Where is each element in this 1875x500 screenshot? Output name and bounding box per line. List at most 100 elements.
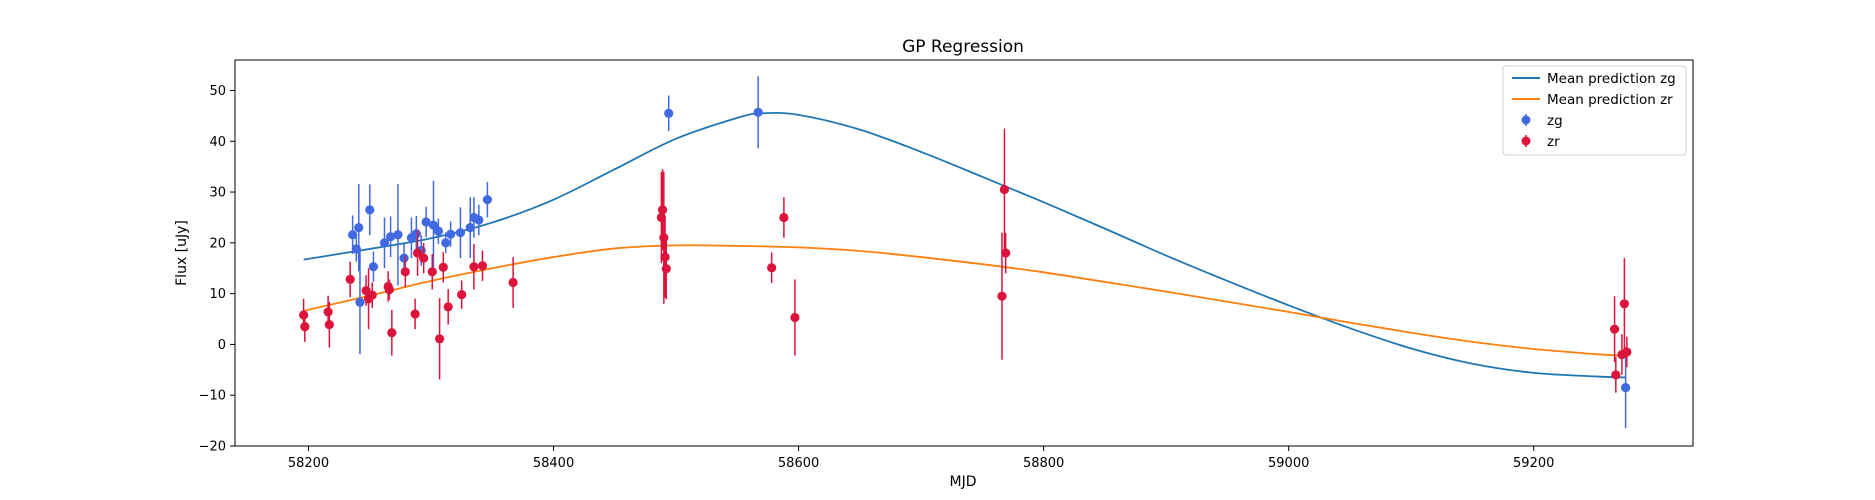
point-marker <box>443 302 453 312</box>
x-tick-label: 58200 <box>288 456 329 471</box>
x-tick-label: 58400 <box>533 456 574 471</box>
mean-prediction-line-zr <box>303 244 1626 358</box>
data-point-zg <box>354 183 364 272</box>
data-point-zr <box>779 197 789 238</box>
data-point-zg <box>1621 346 1631 429</box>
point-marker <box>427 267 437 277</box>
y-tick-label: 40 <box>209 135 226 150</box>
data-point-zr <box>469 243 479 290</box>
x-tick-label: 58800 <box>1023 456 1064 471</box>
data-point-zr <box>367 282 377 308</box>
data-point-zg <box>664 95 674 132</box>
point-marker <box>421 217 431 227</box>
point-marker <box>345 274 355 285</box>
data-point-zr <box>419 242 429 274</box>
data-point-zr <box>457 280 467 309</box>
data-point-zr <box>660 216 670 298</box>
point-marker <box>1001 248 1011 258</box>
point-marker <box>657 205 668 215</box>
plot-frame <box>234 59 1694 447</box>
point-marker <box>753 107 763 117</box>
data-point-zr <box>435 298 445 380</box>
y-tick-label: 10 <box>209 287 226 302</box>
point-marker <box>323 307 333 317</box>
data-point-zr <box>1609 296 1620 363</box>
point-marker <box>1619 299 1629 309</box>
point-marker <box>348 230 358 240</box>
data-points <box>299 76 1632 429</box>
point-marker <box>767 263 777 273</box>
data-point-zr <box>790 279 800 356</box>
point-marker <box>1622 347 1632 357</box>
point-marker <box>365 205 375 215</box>
point-marker <box>660 252 670 262</box>
point-marker <box>779 212 789 223</box>
data-point-zg <box>441 232 451 253</box>
point-marker <box>469 262 479 272</box>
legend-box <box>1502 65 1687 156</box>
y-tick-label: −10 <box>199 389 226 404</box>
data-point-zg <box>411 215 421 252</box>
legend-label-zr-points: zr <box>1547 134 1560 150</box>
data-point-zr <box>508 257 518 308</box>
data-point-zg <box>428 180 439 270</box>
point-marker <box>399 253 409 263</box>
legend-label-zg-line: Mean prediction zg <box>1547 71 1676 87</box>
y-axis-ticks: −20 −10 0 10 20 30 40 50 <box>199 84 235 455</box>
point-marker <box>400 267 410 277</box>
data-point-zg <box>482 181 492 218</box>
point-marker <box>433 226 443 236</box>
point-marker <box>386 232 396 242</box>
point-marker <box>300 322 310 332</box>
data-point-zr <box>1611 357 1621 393</box>
y-tick-label: 0 <box>218 338 226 353</box>
x-axis-ticks: 58200 58400 58600 58800 59000 59200 <box>288 446 1554 471</box>
data-point-zg <box>365 184 375 236</box>
data-point-zg <box>393 183 403 286</box>
point-marker <box>435 334 445 344</box>
point-marker <box>508 277 518 288</box>
point-marker <box>457 290 467 300</box>
x-axis-label: MJD <box>950 474 977 490</box>
point-marker <box>790 312 800 323</box>
point-marker <box>1611 370 1621 380</box>
data-point-zr <box>767 252 777 283</box>
y-tick-label: 50 <box>209 84 226 99</box>
point-marker <box>465 223 475 233</box>
data-point-zr <box>427 254 437 290</box>
point-marker <box>379 238 390 248</box>
data-point-zg <box>753 76 763 149</box>
point-marker <box>410 309 420 319</box>
point-marker <box>446 229 456 239</box>
data-point-zr <box>1622 336 1632 368</box>
data-point-zg <box>386 216 396 258</box>
point-marker <box>659 233 669 243</box>
x-tick-label: 59000 <box>1268 456 1309 471</box>
legend-label-zg-points: zg <box>1547 113 1563 129</box>
point-marker <box>661 264 671 274</box>
legend-swatch-zr-points <box>1521 136 1531 146</box>
point-marker <box>428 220 439 230</box>
data-point-zg <box>465 197 475 259</box>
point-marker <box>367 290 377 300</box>
mean-prediction-line-zg <box>303 111 1626 379</box>
data-point-zg <box>455 207 466 259</box>
data-point-zr <box>477 250 488 281</box>
y-tick-label: 20 <box>209 236 226 251</box>
data-point-zg <box>433 218 443 244</box>
point-marker <box>664 108 674 118</box>
point-marker <box>997 291 1007 301</box>
data-point-zr <box>1619 258 1629 350</box>
legend: Mean prediction zg Mean prediction zr zg… <box>1502 65 1687 156</box>
data-point-zr <box>659 171 669 304</box>
y-tick-label: 30 <box>209 186 226 201</box>
data-point-zr <box>324 301 334 348</box>
data-point-zr <box>443 289 453 325</box>
data-point-zg <box>446 221 456 247</box>
point-marker <box>482 195 492 205</box>
data-point-zr <box>1001 232 1011 274</box>
point-marker <box>419 253 429 263</box>
y-axis-label: Flux [uJy] <box>174 220 190 286</box>
legend-swatch-zg-points <box>1521 115 1531 125</box>
